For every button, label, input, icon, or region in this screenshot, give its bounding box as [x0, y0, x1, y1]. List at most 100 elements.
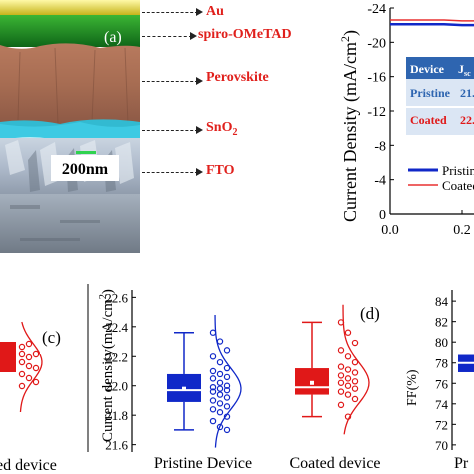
data-point: [209, 383, 217, 391]
fto-arrowhead: [196, 168, 203, 176]
table-row-pristine-device: Pristine: [410, 86, 451, 100]
panel-c-point: [25, 340, 33, 348]
panel-c-chart: (c) ed device: [0, 284, 89, 474]
data-point: [209, 388, 217, 395]
data-point: [344, 329, 352, 336]
au-label: Au: [206, 4, 224, 19]
panel-b-curves: [390, 19, 474, 27]
panel-c-box: [0, 342, 16, 372]
panel-b-ytick-label: -20: [367, 36, 386, 51]
panel-b-legend: Pristine Coated: [408, 163, 474, 193]
data-point: [337, 347, 345, 354]
panel-b-xtick-label: 0.2: [453, 223, 471, 238]
data-point: [337, 372, 345, 379]
data-point: [351, 358, 359, 366]
panel-d-ytick-label: 21.8: [105, 408, 128, 423]
data-point: [223, 386, 231, 394]
panel-d-ylabel-close: ): [100, 289, 116, 294]
substrate-layer: [0, 194, 140, 253]
fto-arrow: [142, 172, 198, 173]
panel-b-ylabel-sup: 2: [338, 36, 352, 42]
table-header-device: Device: [410, 62, 445, 76]
data-point: [209, 417, 217, 425]
panel-c-distribution: [19, 321, 43, 413]
data-point: [344, 353, 352, 360]
data-point: [223, 394, 231, 401]
jv-curve-pristine: [390, 23, 474, 27]
data-point: [216, 423, 224, 431]
panel-e-ytick-label: 74: [435, 397, 449, 412]
panel-c-point: [25, 374, 33, 382]
panel-e-ytick-label: 76: [435, 376, 449, 391]
legend-pristine-label: Pristine: [442, 163, 474, 178]
au-arrowhead: [196, 8, 203, 16]
panel-c-point: [25, 353, 33, 361]
panel-c-tag-box: [40, 320, 72, 354]
panel-d-ytick-label: 22.4: [105, 320, 128, 335]
data-point: [216, 391, 224, 398]
panel-c-point: [18, 382, 26, 390]
panel-a-tag: (a): [104, 29, 122, 46]
panel-e-ytick-label: 70: [435, 438, 448, 453]
data-point: [344, 382, 352, 389]
panel-b-inset-table: Device Jsc Pristine 21. Coated 22.: [406, 57, 474, 135]
panel-d-ytick-label: 22.6: [105, 290, 128, 305]
spiro-label: spiro-OMeTAD: [198, 27, 292, 42]
panel-c-point: [25, 362, 33, 370]
sno2-arrowhead: [196, 126, 203, 134]
panel-d-ytick-label: 22.2: [105, 349, 128, 364]
data-point: [209, 367, 217, 375]
panel-c-point: [18, 370, 26, 378]
data-point: [216, 370, 224, 378]
panel-d-boxplot: Current density(mA/cm2) 22.6 22.4 22.2 22.0…: [98, 289, 388, 472]
data-point: [344, 375, 352, 382]
sno2-arrow: [142, 130, 198, 131]
panel-b-xtick-label: 0.0: [381, 223, 399, 238]
panel-d-tag: (d): [360, 304, 380, 323]
panel-b-ytick-label: -12: [367, 105, 386, 120]
data-point: [223, 426, 231, 434]
data-point: [344, 366, 352, 373]
data-point: [216, 358, 224, 366]
data-point: [351, 369, 359, 376]
data-point: [337, 379, 345, 386]
data-point: [344, 391, 352, 398]
sem-cross-section: 200nm (a): [0, 0, 140, 253]
panel-e-ytick-label: 78: [435, 356, 448, 371]
perovskite-arrowhead: [196, 77, 203, 85]
data-point: [209, 353, 217, 360]
data-point: [351, 395, 359, 403]
panel-c-point: [32, 378, 40, 386]
legend-coated-label: Coated: [442, 178, 474, 193]
scale-bar-label: 200nm: [62, 161, 109, 178]
panel-b-ytick-label: -16: [367, 71, 386, 86]
mean-marker: [310, 380, 314, 385]
panel-e-chart: FF(%) 84 82 80 78 76 74 72 70 Pr: [405, 290, 474, 472]
spiro-arrowhead: [190, 32, 197, 40]
panel-c-point: [32, 350, 40, 358]
data-point: [209, 329, 217, 336]
panel-d-tag-box: [358, 298, 388, 328]
perovskite-label: Perovskite: [206, 70, 269, 85]
table-row-coated-jsc: 22.: [460, 113, 474, 127]
panel-a-sem-image: 200nm (a): [0, 0, 140, 253]
panel-b-axes: -24 -20 -16 -12 -8 -4 00.0 0.2: [367, 2, 474, 238]
data-point: [223, 382, 231, 389]
data-point: [351, 378, 359, 385]
panel-c-point: [32, 364, 40, 372]
panel-c-plot: [0, 284, 89, 452]
panel-d-ytick-label: 22.0: [105, 379, 128, 394]
panel-d-ylabel: Current density(mA/cm2): [98, 289, 116, 442]
sno2-label-text: SnO: [206, 120, 233, 135]
data-point: [216, 385, 224, 392]
data-point: [351, 385, 359, 392]
panel-c-point: [18, 343, 26, 351]
panel-c-xlabel: ed device: [0, 457, 57, 474]
panel-e-axes: 84 82 80 78 76 74 72 70: [435, 290, 456, 453]
data-point: [216, 409, 224, 416]
data-point: [209, 406, 217, 413]
spiro-layer: [0, 15, 140, 47]
perovskite-arrow: [142, 81, 198, 82]
panel-b-ytick-label: -8: [374, 139, 386, 154]
distribution-curve: [214, 315, 242, 448]
